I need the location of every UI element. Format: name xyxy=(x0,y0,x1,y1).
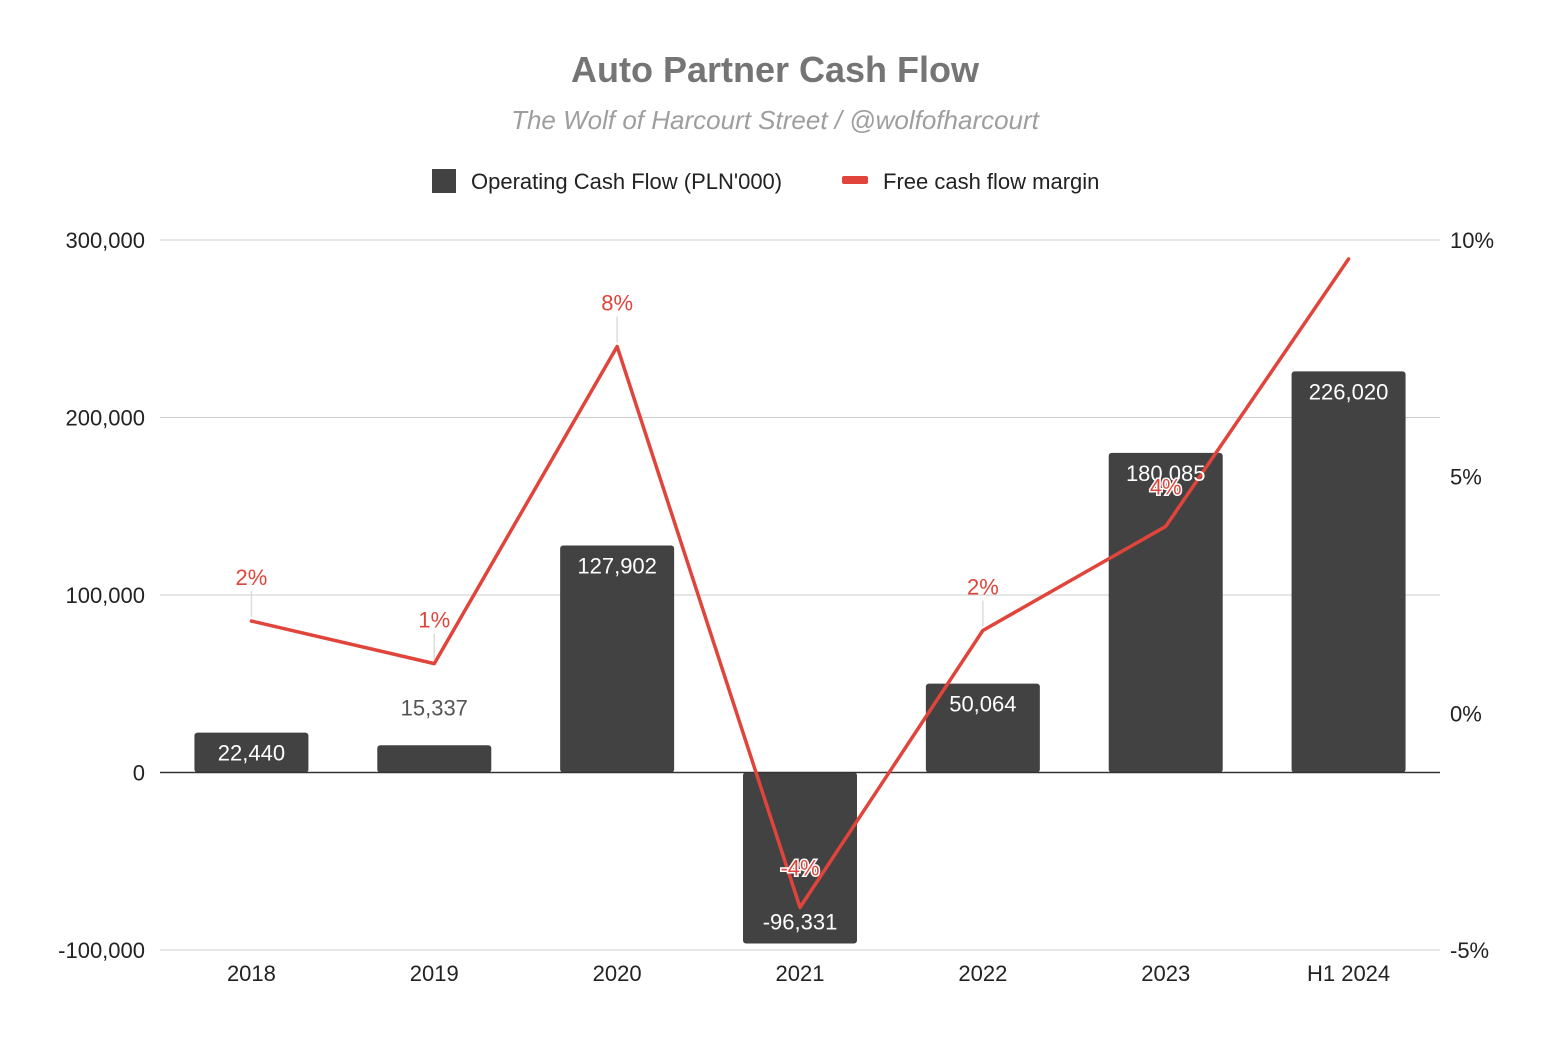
line-data-label: 2% xyxy=(967,575,999,600)
bar-data-label: 15,337 xyxy=(401,695,468,720)
x-axis-labels: 2018 2019 2020 2021 2022 2023 H1 2024 xyxy=(227,961,1390,986)
legend: Operating Cash Flow (PLN'000) Free cash … xyxy=(432,169,1099,194)
bar-series xyxy=(194,371,1406,944)
legend-swatch-line xyxy=(842,176,868,184)
bar xyxy=(194,732,309,773)
y-left-tick-label: 200,000 xyxy=(65,406,145,431)
line-data-labels: 2% 1% 8% -4% 2% 4% xyxy=(236,291,1184,882)
chart-title: Auto Partner Cash Flow xyxy=(571,49,980,90)
line-series xyxy=(249,257,1351,910)
legend-label-line: Free cash flow margin xyxy=(883,169,1099,194)
x-tick-label: 2021 xyxy=(776,961,825,986)
y-right-tick-label: 10% xyxy=(1450,228,1494,253)
bar-data-label: 127,902 xyxy=(577,553,657,578)
gridlines xyxy=(160,239,1440,951)
legend-label-bar: Operating Cash Flow (PLN'000) xyxy=(471,169,782,194)
bar xyxy=(377,745,492,773)
bar-data-label: 180,085 xyxy=(1126,461,1206,486)
legend-swatch-bar xyxy=(432,169,456,193)
y-left-tick-label: 300,000 xyxy=(65,228,145,253)
line-data-label: 4% xyxy=(1150,474,1182,499)
y-right-tick-label: -5% xyxy=(1450,938,1489,963)
line-data-label: 8% xyxy=(601,291,633,316)
bar-data-label: -96,331 xyxy=(763,909,838,934)
bar-data-label: 22,440 xyxy=(218,741,285,766)
y-left-tick-label: 100,000 xyxy=(65,583,145,608)
bar xyxy=(925,683,1040,773)
y-right-tick-label: 0% xyxy=(1450,701,1482,726)
x-tick-label: 2020 xyxy=(593,961,642,986)
chart-subtitle: The Wolf of Harcourt Street / @wolfofhar… xyxy=(511,105,1041,135)
left-axis-ticks: -100,000 0 100,000 200,000 300,000 xyxy=(58,228,145,963)
x-tick-label: 2022 xyxy=(958,961,1007,986)
bar-data-label: 226,020 xyxy=(1309,379,1389,404)
bar xyxy=(560,545,675,773)
bar xyxy=(1108,452,1223,773)
bar-data-labels: 22,440 15,337 127,902 -96,331 50,064 180,085 2… xyxy=(218,379,1389,934)
y-left-tick-label: 0 xyxy=(133,761,145,786)
x-tick-label: 2018 xyxy=(227,961,276,986)
x-tick-label: H1 2024 xyxy=(1307,961,1390,986)
y-left-tick-label: -100,000 xyxy=(58,938,145,963)
y-right-tick-label: 5% xyxy=(1450,465,1482,490)
right-axis-ticks: -5% 0% 5% 10% xyxy=(1450,228,1494,963)
line-data-label: 1% xyxy=(418,608,450,633)
x-tick-label: 2019 xyxy=(410,961,459,986)
x-tick-label: 2023 xyxy=(1141,961,1190,986)
bar xyxy=(1291,371,1406,773)
line-data-label: -4% xyxy=(780,855,819,880)
margin-line xyxy=(249,257,1351,910)
bar-data-label: 50,064 xyxy=(949,692,1016,717)
line-data-label: 2% xyxy=(236,565,268,590)
